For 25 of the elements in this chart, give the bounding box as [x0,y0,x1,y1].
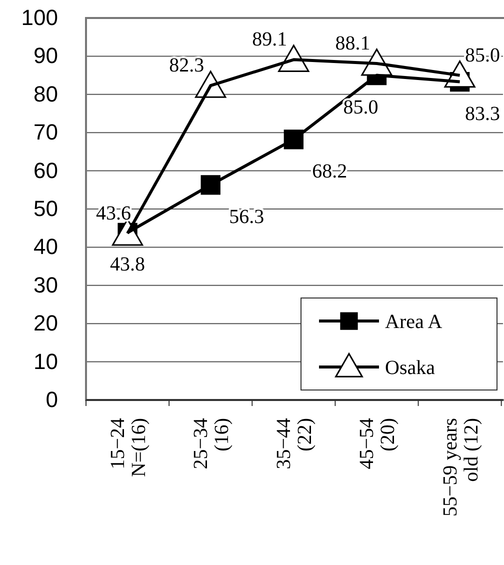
data-label: 88.1 [335,32,370,54]
x-tick-label: 15−24 N=(16) [107,418,150,478]
y-tick-label: 10 [34,348,58,374]
x-tick-label: 55−59 years old (12) [439,418,482,516]
x-tick-label: 35−44 (22) [273,418,316,470]
data-label: 83.3 [465,102,500,125]
data-label: 89.1 [252,28,288,51]
legend-label: Osaka [385,357,436,379]
y-tick-label: 70 [34,120,58,145]
data-label: 56.3 [229,206,264,228]
y-tick-label: 80 [34,81,58,106]
data-label: 82.3 [169,54,204,77]
y-tick-label: 30 [34,272,58,298]
x-tick-label: 25−34 (16) [190,418,234,470]
y-tick-label: 60 [34,158,58,183]
y-tick-label: 100 [21,5,58,30]
y-tick-label: 40 [34,234,58,260]
x-tick-label: 45−54 (20) [356,418,400,470]
y-tick-label: 20 [34,310,58,336]
data-label: 43.8 [110,254,146,276]
y-tick-label: 90 [34,43,58,68]
legend-label: Area A [385,311,443,333]
y-tick-label: 50 [34,196,58,222]
data-label: 85.0 [343,96,378,118]
y-tick-label: 0 [46,387,58,412]
